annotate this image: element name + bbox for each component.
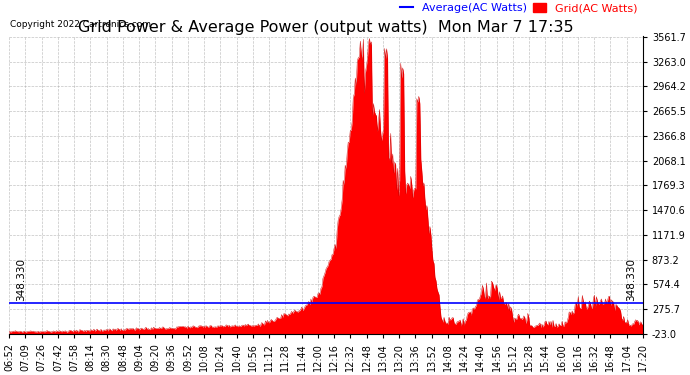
Text: 348.330: 348.330 (17, 258, 26, 302)
Title: Grid Power & Average Power (output watts)  Mon Mar 7 17:35: Grid Power & Average Power (output watts… (78, 20, 574, 35)
Legend: Average(AC Watts), Grid(AC Watts): Average(AC Watts), Grid(AC Watts) (400, 3, 638, 13)
Text: Copyright 2022 Cartronics.com: Copyright 2022 Cartronics.com (10, 20, 151, 29)
Text: 348.330: 348.330 (626, 258, 635, 302)
